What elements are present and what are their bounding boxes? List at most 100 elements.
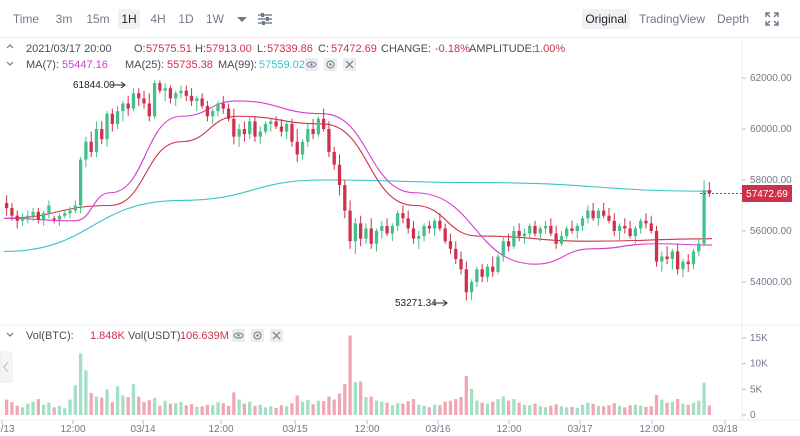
volume-bar: [438, 405, 442, 415]
candle-body: [427, 225, 431, 229]
candle-body: [707, 190, 711, 194]
candle-body: [364, 228, 368, 239]
price-tick-label: 54000.00: [750, 277, 792, 288]
volume-bar: [142, 402, 146, 415]
fullscreen-icon[interactable]: [762, 9, 782, 29]
view-original[interactable]: Original: [582, 9, 630, 29]
toolbar: Time 3m 15m 1H 4H 1D 1W Original Trading…: [0, 0, 800, 38]
low-marker-label: 53271.34: [395, 298, 437, 309]
volume-bar: [401, 403, 405, 415]
ma-close-icon[interactable]: [343, 58, 356, 71]
volume-bar: [41, 404, 46, 415]
candle-body: [533, 225, 537, 234]
time-tick-label: 03/17: [567, 424, 592, 435]
candle-body: [697, 243, 701, 252]
indicator-settings-icon[interactable]: [255, 9, 275, 29]
ma99-value: 57559.02: [259, 59, 305, 71]
candle-body: [681, 261, 685, 270]
vol-visibility-icon[interactable]: [232, 329, 245, 342]
candle-body: [628, 228, 632, 237]
candle-body: [337, 164, 342, 186]
vol-close-icon[interactable]: [270, 329, 283, 342]
volume-bar: [448, 400, 453, 415]
candle-body: [253, 121, 257, 137]
candle-body: [126, 103, 130, 109]
ma99-line: [3, 179, 713, 252]
ohlc-open-value: 57575.51: [146, 43, 192, 55]
volume-bar: [549, 405, 553, 415]
candle-body: [52, 218, 56, 220]
candle-body: [411, 228, 416, 239]
more-intervals-icon[interactable]: [232, 9, 252, 29]
candle-body: [528, 225, 532, 234]
volume-bar: [68, 399, 72, 415]
interval-4h[interactable]: 4H: [150, 12, 166, 26]
volume-bar: [602, 406, 606, 415]
candle-body: [549, 225, 553, 234]
scroll-left-handle[interactable]: [0, 351, 13, 383]
volume-bar: [665, 402, 669, 415]
interval-15m[interactable]: 15m: [86, 12, 110, 26]
volume-bar: [327, 396, 331, 415]
candle-body: [84, 141, 88, 160]
candle-body: [195, 98, 199, 101]
volume-bar: [78, 353, 83, 415]
ohlc-change-value: -0.18%: [435, 43, 470, 55]
volume-bar: [406, 401, 410, 415]
price-tick-label: 56000.00: [750, 226, 792, 237]
candle-body: [211, 111, 215, 117]
time-tick-label: 03/13: [0, 424, 15, 435]
volume-bar: [691, 402, 696, 415]
volume-bar: [322, 401, 326, 415]
candle-body: [448, 241, 453, 249]
volume-bar: [385, 402, 389, 415]
candle-body: [538, 228, 542, 234]
volume-bar: [702, 382, 706, 415]
candle-body: [73, 205, 77, 211]
volume-bar: [644, 406, 648, 415]
interval-1h[interactable]: 1H: [118, 9, 140, 29]
ohlc-open-label: O:: [134, 43, 146, 55]
volume-bar: [681, 403, 685, 415]
volume-bar: [359, 381, 363, 415]
volume-bar: [496, 399, 500, 415]
candle-body: [279, 126, 284, 132]
volume-bar: [237, 399, 241, 415]
volume-bar: [168, 403, 173, 415]
candle-body: [607, 215, 611, 221]
interval-time[interactable]: Time: [12, 12, 40, 26]
candle-body: [168, 88, 173, 99]
vol-settings-icon[interactable]: [251, 329, 264, 342]
volume-bar: [131, 384, 136, 415]
candle-body: [78, 159, 83, 206]
interval-1w[interactable]: 1W: [206, 12, 224, 26]
volume-bar: [195, 406, 199, 415]
view-depth[interactable]: Depth: [716, 12, 750, 26]
volume-bar: [480, 402, 484, 415]
volume-bar: [427, 407, 431, 415]
volume-bar: [538, 406, 542, 415]
interval-3m[interactable]: 3m: [55, 12, 73, 26]
ma-settings-icon[interactable]: [324, 58, 337, 71]
candle-body: [686, 261, 690, 265]
volume-bar: [205, 404, 210, 415]
candle-body: [332, 151, 336, 165]
ma-visibility-icon[interactable]: [305, 58, 318, 71]
ma-collapse-icon[interactable]: [6, 61, 14, 66]
candle-body: [575, 225, 579, 231]
view-tradingview[interactable]: TradingView: [638, 12, 706, 26]
volume-bar: [559, 406, 564, 415]
candle-body: [491, 266, 495, 272]
volume-bar: [575, 407, 579, 415]
candle-body: [274, 121, 278, 127]
vol-collapse-icon[interactable]: [6, 332, 14, 337]
interval-1d[interactable]: 1D: [178, 12, 194, 26]
ohlc-amplitude-label: AMPLITUDE:: [469, 43, 535, 55]
candle-body: [306, 129, 310, 142]
volume-bar: [623, 407, 627, 415]
candle-body: [174, 93, 178, 99]
candle-body: [94, 129, 99, 152]
volume-bar: [290, 403, 294, 415]
collapse-icon[interactable]: [6, 44, 14, 49]
